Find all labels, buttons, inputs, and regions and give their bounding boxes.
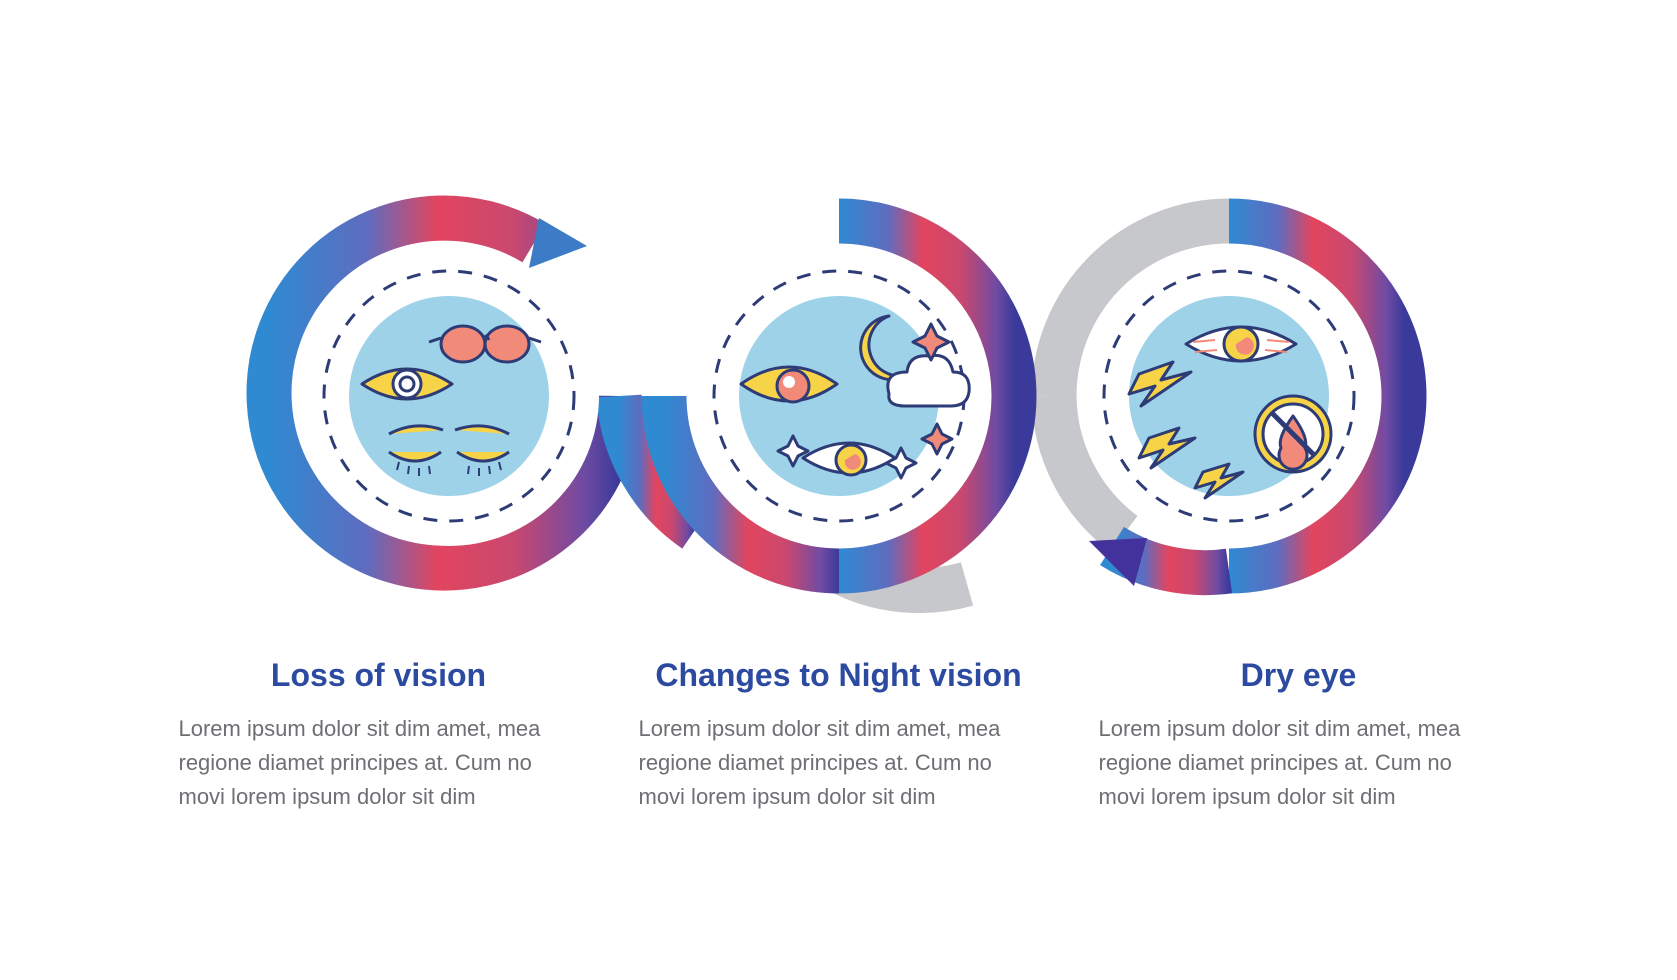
column-3: Dry eye Lorem ipsum dolor sit dim amet, … — [1099, 656, 1499, 815]
body-3: Lorem ipsum dolor sit dim amet, mea regi… — [1099, 712, 1499, 814]
body-2: Lorem ipsum dolor sit dim amet, mea regi… — [639, 712, 1039, 814]
heading-1: Loss of vision — [179, 656, 579, 694]
infographic-canvas: Loss of vision Lorem ipsum dolor sit dim… — [139, 166, 1539, 815]
rings-graphic — [189, 166, 1489, 626]
heading-3: Dry eye — [1099, 656, 1499, 694]
column-1: Loss of vision Lorem ipsum dolor sit dim… — [179, 656, 579, 815]
heading-2: Changes to Night vision — [639, 656, 1039, 694]
text-columns: Loss of vision Lorem ipsum dolor sit dim… — [139, 656, 1539, 815]
column-2: Changes to Night vision Lorem ipsum dolo… — [639, 656, 1039, 815]
body-1: Lorem ipsum dolor sit dim amet, mea regi… — [179, 712, 579, 814]
